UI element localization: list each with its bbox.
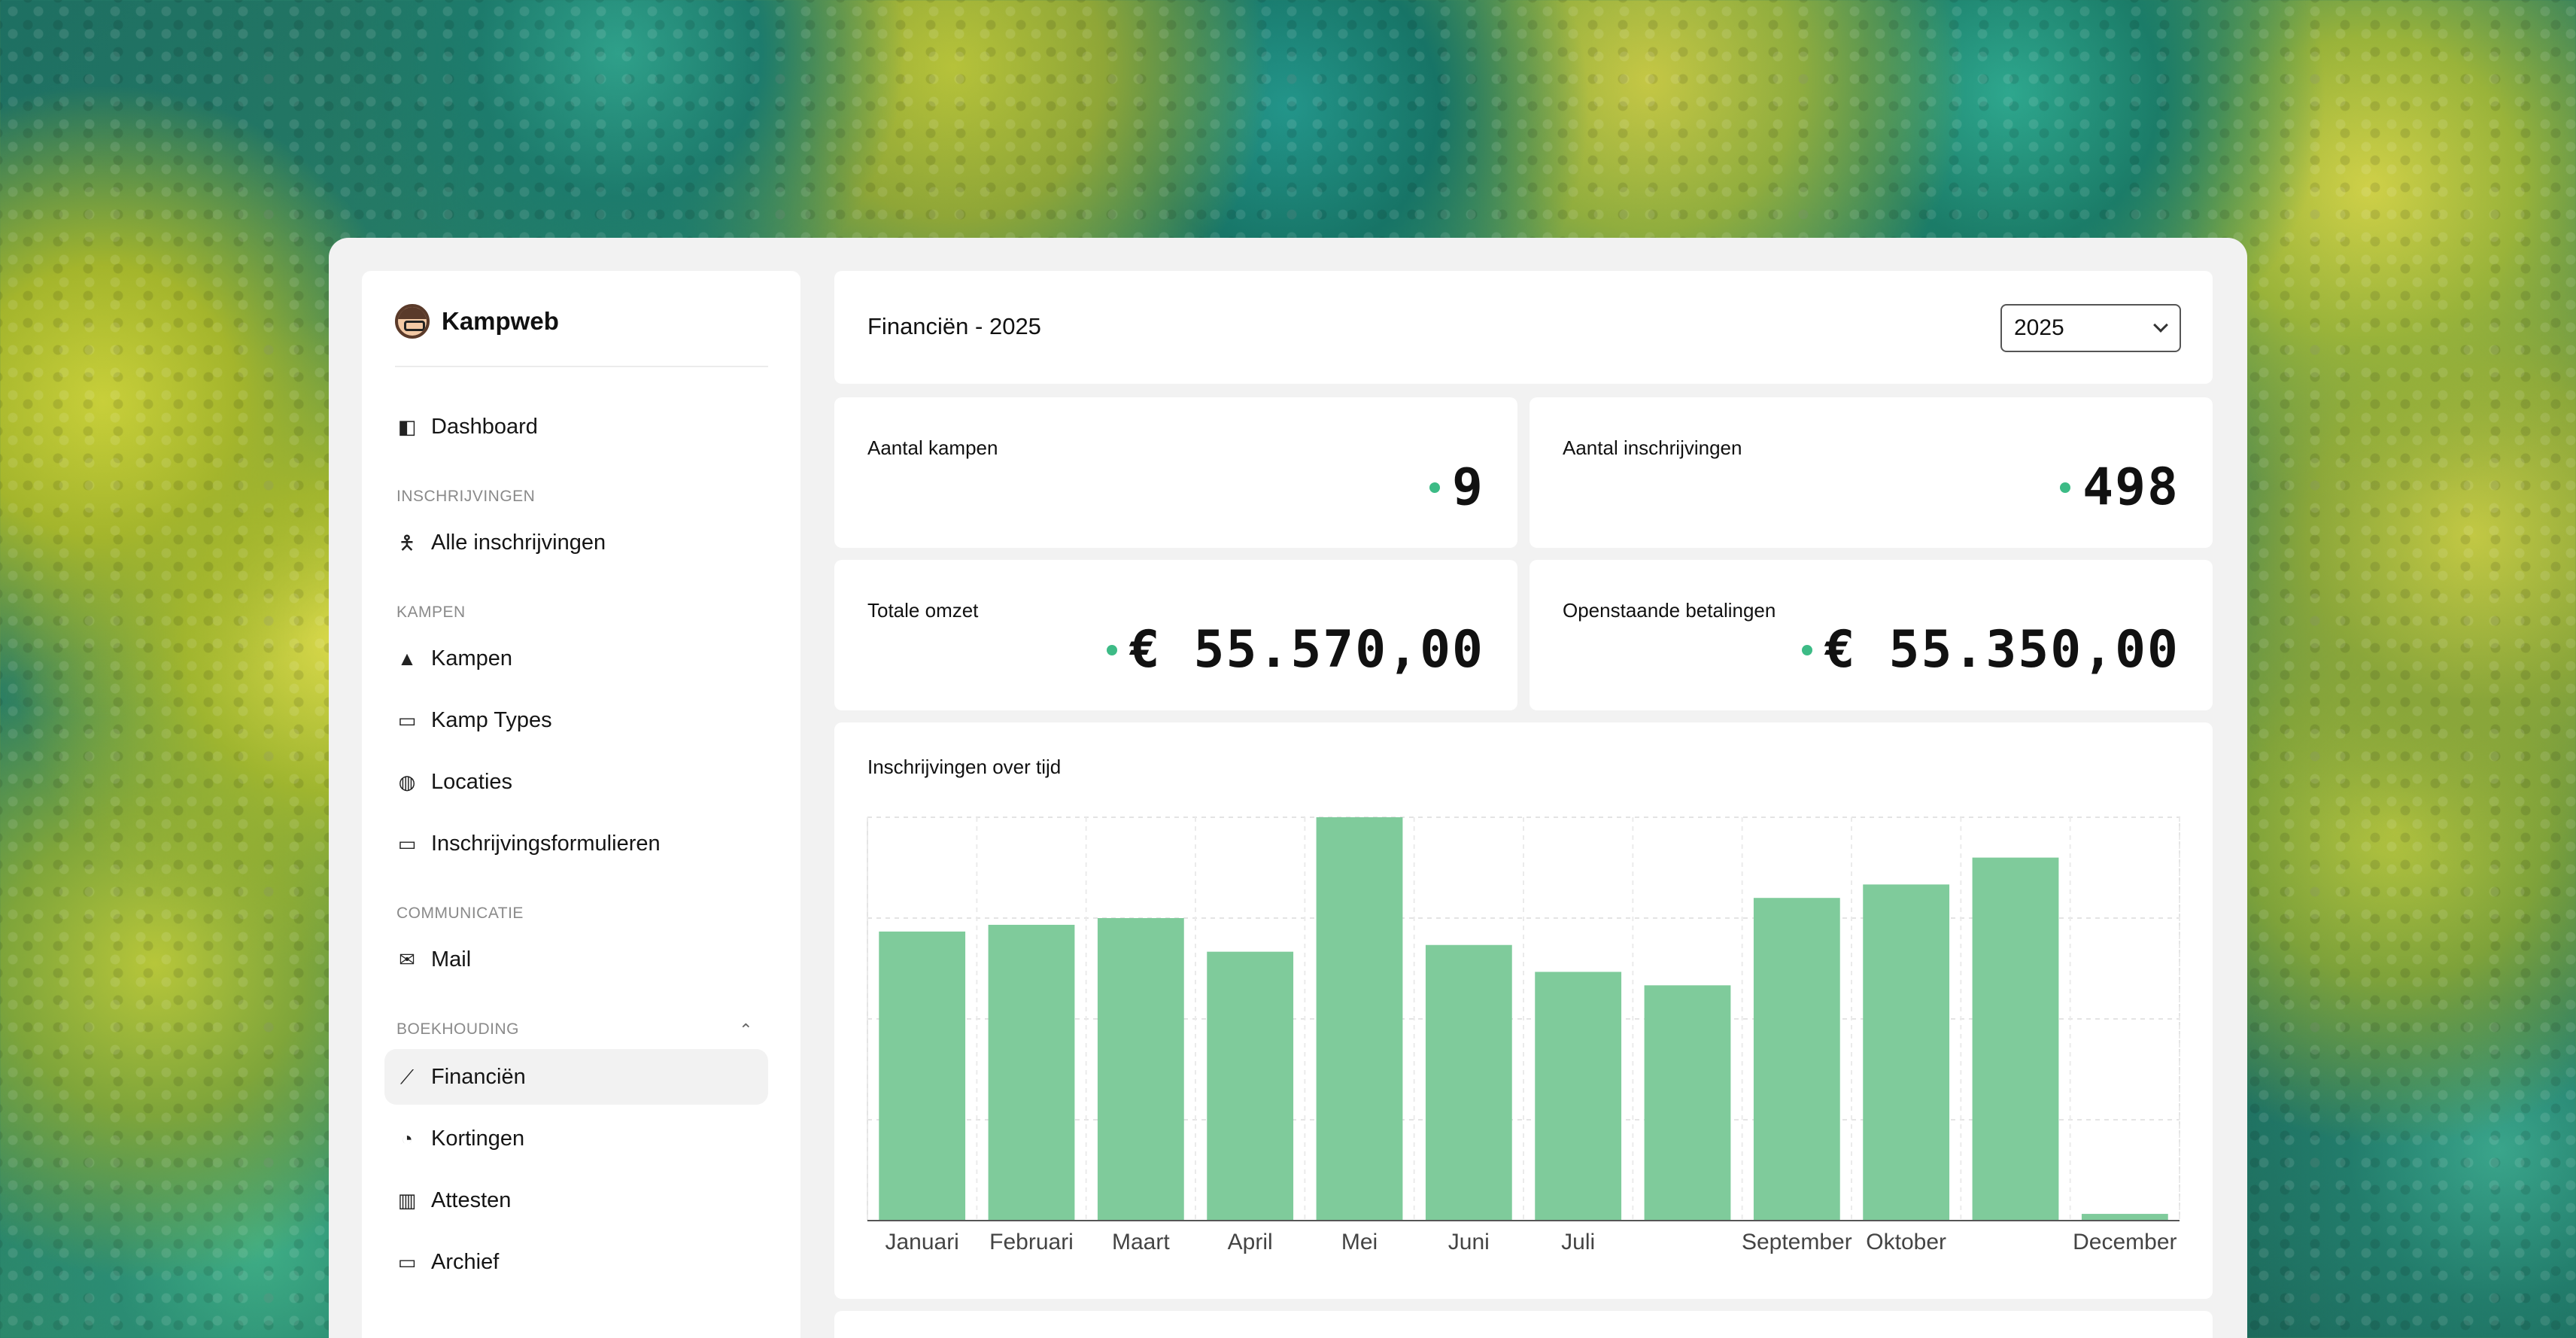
page-header: Financiën - 2025 2025 (834, 271, 2213, 384)
sidebar-item-mail[interactable]: ✉ Mail (384, 932, 768, 987)
stat-card-totale-omzet: Totale omzet € 55.570,00 (834, 560, 1517, 710)
section-label-boekhouding[interactable]: BOEKHOUDING ⌃ (384, 1020, 768, 1040)
stat-value: € 55.570,00 (1106, 620, 1484, 680)
bar-chart: Januari Februari Maart April Mei Juni Juli Sept… (867, 816, 2180, 1254)
stat-value: € 55.350,00 (1801, 620, 2180, 680)
chart-tick-label: Juli (1561, 1230, 1595, 1254)
sidebar-item-financien[interactable]: ⟋ Financiën (384, 1049, 768, 1105)
chart-card: Inschrijvingen over tijd Januari Februari… (834, 722, 2213, 1299)
chart-bar-november (1972, 857, 2059, 1221)
chart-line-icon: ⟋ (399, 1066, 415, 1088)
sidebar-item-kampen[interactable]: ▲ Kampen (384, 631, 768, 686)
sidebar-item-inschrijvingsformulieren[interactable]: ▭ Inschrijvingsformulieren (384, 816, 768, 871)
sidebar-item-attesten[interactable]: ▥ Attesten (384, 1172, 768, 1228)
section-title: BOEKHOUDING (396, 1020, 520, 1038)
sidebar-item-label: Dashboard (431, 414, 538, 439)
stat-value-text: 9 (1452, 458, 1484, 517)
sidebar-item-kortingen[interactable]: ◔ Kortingen (384, 1111, 768, 1166)
section-title: KAMPEN (396, 604, 466, 621)
chevron-down-icon (2153, 318, 2168, 333)
stat-value-text: € 55.350,00 (1824, 620, 2180, 680)
chart-tick-label: April (1228, 1230, 1273, 1254)
section-label-kampen: KAMPEN (384, 604, 768, 622)
divider (395, 366, 768, 367)
chart-bar-juni (1425, 944, 1512, 1221)
stat-label: Aantal inschrijvingen (1563, 436, 1742, 459)
chart-bar-maart (1097, 918, 1184, 1221)
chart-tick-label: Februari (989, 1230, 1074, 1254)
chart-tick-label: Oktober (1866, 1230, 1946, 1254)
archive-icon: ▭ (397, 1251, 417, 1273)
status-dot-icon (1801, 644, 1812, 655)
chart-tick-label: Mei (1341, 1230, 1378, 1254)
status-dot-icon (1106, 644, 1117, 655)
sidebar-item-label: Attesten (431, 1187, 512, 1212)
sidebar-item-dashboard[interactable]: ◧ Dashboard (384, 399, 768, 455)
sidebar-nav: ◧ Dashboard INSCHRIJVINGEN 🯅 Alle inschr… (384, 399, 768, 1296)
stat-label: Openstaande betalingen (1563, 599, 1776, 622)
section-title: COMMUNICATIE (396, 905, 524, 922)
chart-bar-mei (1316, 817, 1403, 1221)
sidebar-item-kamp-types[interactable]: ▭ Kamp Types (384, 692, 768, 748)
campfire-icon: ▲ (397, 647, 417, 670)
stat-value: 498 (2060, 458, 2180, 517)
sidebar-item-label: Locaties (431, 769, 513, 794)
chart-bar-juli (1535, 972, 1622, 1221)
sidebar-item-alle-inschrijvingen[interactable]: 🯅 Alle inschrijvingen (384, 515, 768, 570)
stat-card-openstaande-betalingen: Openstaande betalingen € 55.350,00 (1530, 560, 2213, 710)
person-icon: 🯅 (398, 531, 416, 554)
chart-bar-augustus (1644, 985, 1731, 1221)
form-icon: ▭ (397, 832, 417, 855)
chart-title: Inschrijvingen over tijd (867, 756, 1062, 778)
section-label-inschrijvingen: INSCHRIJVINGEN (384, 488, 768, 506)
sidebar-item-label: Kampen (431, 646, 513, 671)
avatar (395, 304, 430, 339)
status-dot-icon (1429, 482, 1441, 493)
stat-card-aantal-kampen: Aantal kampen 9 (834, 397, 1517, 548)
page-title: Financiën - 2025 (867, 313, 1041, 339)
sidebar-item-label: Inschrijvingsformulieren (431, 831, 661, 856)
stat-value-text: 498 (2082, 458, 2180, 517)
stat-label: Aantal kampen (867, 436, 998, 459)
sidebar: Kampweb ◧ Dashboard INSCHRIJVINGEN 🯅 All… (362, 271, 800, 1338)
stat-value-text: € 55.570,00 (1129, 620, 1484, 680)
section-label-communicatie: COMMUNICATIE (384, 905, 768, 923)
stat-value: 9 (1429, 458, 1484, 517)
chart-bar-september (1753, 898, 1840, 1221)
certificate-icon: ▥ (397, 1189, 417, 1212)
chart-tick-label: Januari (885, 1230, 958, 1254)
chart-tick-label: December (2073, 1230, 2177, 1254)
year-select[interactable]: 2025 (2000, 304, 2181, 352)
sidebar-item-label: Mail (431, 947, 472, 972)
sidebar-item-label: Archief (431, 1249, 500, 1274)
sidebar-item-label: Kortingen (431, 1126, 525, 1151)
stat-label: Totale omzet (867, 599, 979, 622)
mail-icon: ✉ (399, 948, 415, 971)
globe-icon: ◍ (398, 771, 416, 793)
chart-tick-label: Juni (1448, 1230, 1490, 1254)
chart-bar-februari (988, 924, 1075, 1221)
discount-icon: ◔ (401, 1127, 413, 1150)
chart-tick-label: Maart (1112, 1230, 1170, 1254)
dashboard-icon: ◧ (397, 415, 417, 438)
chevron-up-icon[interactable]: ⌃ (739, 1020, 753, 1039)
brand-name: Kampweb (442, 307, 559, 335)
brand[interactable]: Kampweb (395, 304, 559, 339)
sidebar-item-label: Financiën (431, 1064, 526, 1089)
chart-bar-oktober (1863, 884, 1950, 1221)
book-icon: ▭ (397, 709, 417, 731)
sidebar-item-locaties[interactable]: ◍ Locaties (384, 754, 768, 810)
chart-bar-april (1207, 951, 1294, 1221)
chart-bar-januari (879, 931, 966, 1221)
next-card (834, 1311, 2213, 1338)
chart-bar-december (2081, 1214, 2168, 1221)
sidebar-item-archief[interactable]: ▭ Archief (384, 1234, 768, 1290)
section-title: INSCHRIJVINGEN (396, 488, 536, 505)
stat-card-aantal-inschrijvingen: Aantal inschrijvingen 498 (1530, 397, 2213, 548)
year-select-value: 2025 (2014, 315, 2064, 340)
sidebar-item-label: Alle inschrijvingen (431, 530, 606, 555)
status-dot-icon (2060, 482, 2071, 493)
chart-tick-label: September (1742, 1230, 1852, 1254)
sidebar-item-label: Kamp Types (431, 707, 552, 732)
